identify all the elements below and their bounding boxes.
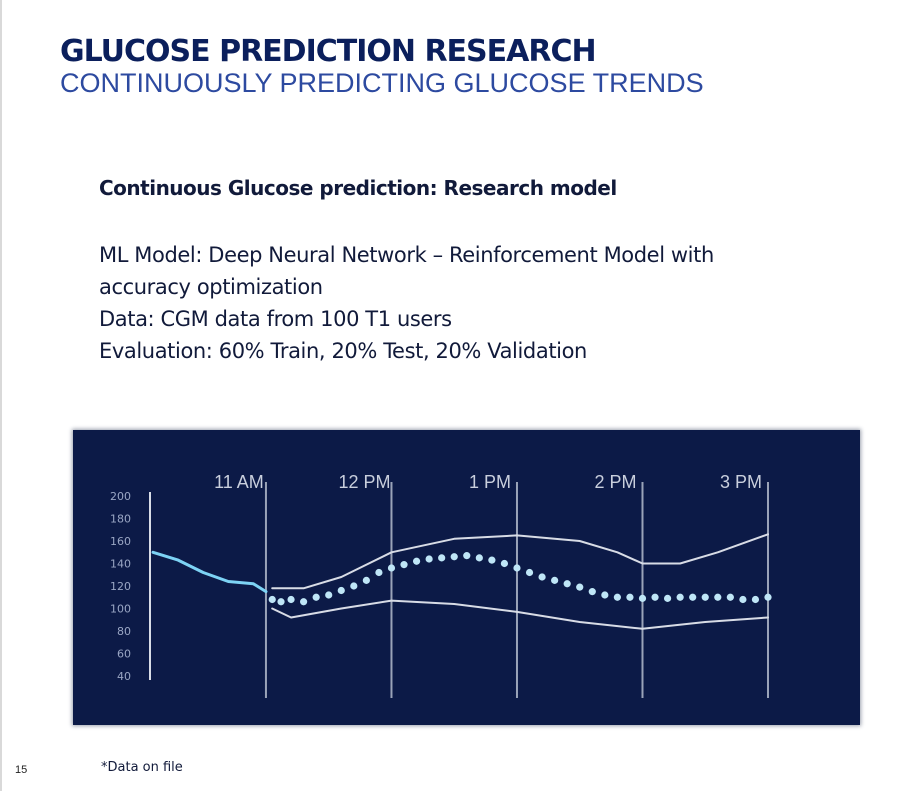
y-tick-label: 140 — [110, 558, 131, 571]
prediction-point — [538, 573, 546, 581]
section-heading: Continuous Glucose prediction: Research … — [99, 176, 617, 200]
y-tick-label: 40 — [117, 670, 131, 683]
prediction-point — [638, 594, 647, 602]
prediction-point — [350, 582, 358, 590]
prediction-point — [312, 593, 320, 601]
lower-bound-line — [271, 599, 769, 630]
prediction-point — [588, 588, 596, 596]
prediction-point — [375, 568, 383, 577]
prediction-point — [551, 576, 559, 584]
prediction-point — [438, 554, 446, 562]
time-marker-label: 3 PM — [720, 472, 762, 492]
body-line-data: Data: CGM data from 100 T1 users — [99, 307, 452, 331]
prediction-point — [601, 591, 609, 599]
prediction-point — [626, 593, 634, 601]
prediction-point — [475, 554, 483, 562]
page-number: 15 — [15, 764, 28, 776]
y-tick-label: 180 — [110, 513, 131, 526]
body-line-evaluation: Evaluation: 60% Train, 20% Test, 20% Val… — [99, 339, 587, 363]
prediction-point — [463, 552, 471, 560]
prediction-point — [277, 598, 285, 606]
prediction-point — [739, 595, 747, 604]
prediction-point — [325, 591, 333, 599]
prediction-point — [576, 583, 584, 591]
prediction-point — [425, 555, 433, 563]
prediction-point — [651, 593, 659, 601]
slide-title: GLUCOSE PREDICTION RESEARCH — [60, 34, 597, 69]
chart-svg: 200 180 160 140 120 100 80 60 40 11 AM 12 PM 1 PM 2 … — [110, 472, 772, 698]
prediction-point — [450, 553, 458, 561]
prediction-point — [751, 595, 760, 604]
prediction-point — [676, 593, 684, 601]
prediction-point — [500, 559, 509, 568]
prediction-point — [400, 561, 408, 569]
y-tick-label: 60 — [117, 648, 131, 661]
prediction-point — [362, 576, 370, 584]
prediction-point — [689, 593, 697, 601]
footnote: *Data on file — [101, 760, 183, 775]
prediction-point — [412, 557, 421, 565]
y-tick-label: 120 — [110, 580, 131, 593]
prediction-point — [268, 595, 276, 604]
prediction-point — [337, 586, 345, 595]
left-edge-rule — [0, 0, 2, 791]
prediction-point — [525, 568, 534, 577]
prediction-point — [613, 593, 621, 601]
time-marker-label: 2 PM — [594, 472, 636, 492]
y-tick-label: 100 — [110, 603, 131, 616]
prediction-point — [287, 595, 295, 604]
y-tick-label: 160 — [110, 535, 131, 548]
body-text: ML Model: Deep Neural Network – Reinforc… — [99, 239, 859, 367]
history-line — [151, 550, 268, 594]
prediction-point — [714, 593, 722, 601]
prediction-point — [726, 593, 734, 601]
prediction-point — [701, 593, 709, 601]
glucose-chart: 200 180 160 140 120 100 80 60 40 11 AM 12 PM 1 PM 2 … — [73, 430, 860, 725]
prediction-point — [663, 594, 672, 602]
body-line-model: ML Model: Deep Neural Network – Reinforc… — [99, 243, 714, 267]
prediction-point — [300, 598, 308, 606]
prediction-point — [513, 564, 521, 572]
prediction-point — [387, 564, 396, 572]
time-marker-label: 11 AM — [214, 472, 264, 492]
upper-bound-line — [271, 533, 769, 590]
time-marker-label: 1 PM — [469, 472, 511, 492]
y-tick-label: 80 — [117, 625, 131, 638]
time-marker-label: 12 PM — [338, 472, 390, 492]
prediction-point — [563, 580, 571, 588]
slide-subtitle: CONTINUOUSLY PREDICTING GLUCOSE TRENDS — [60, 68, 704, 98]
y-tick-label: 200 — [110, 490, 131, 503]
body-line-optimization: accuracy optimization — [99, 275, 323, 299]
prediction-point — [488, 556, 496, 564]
prediction-point — [764, 593, 772, 601]
